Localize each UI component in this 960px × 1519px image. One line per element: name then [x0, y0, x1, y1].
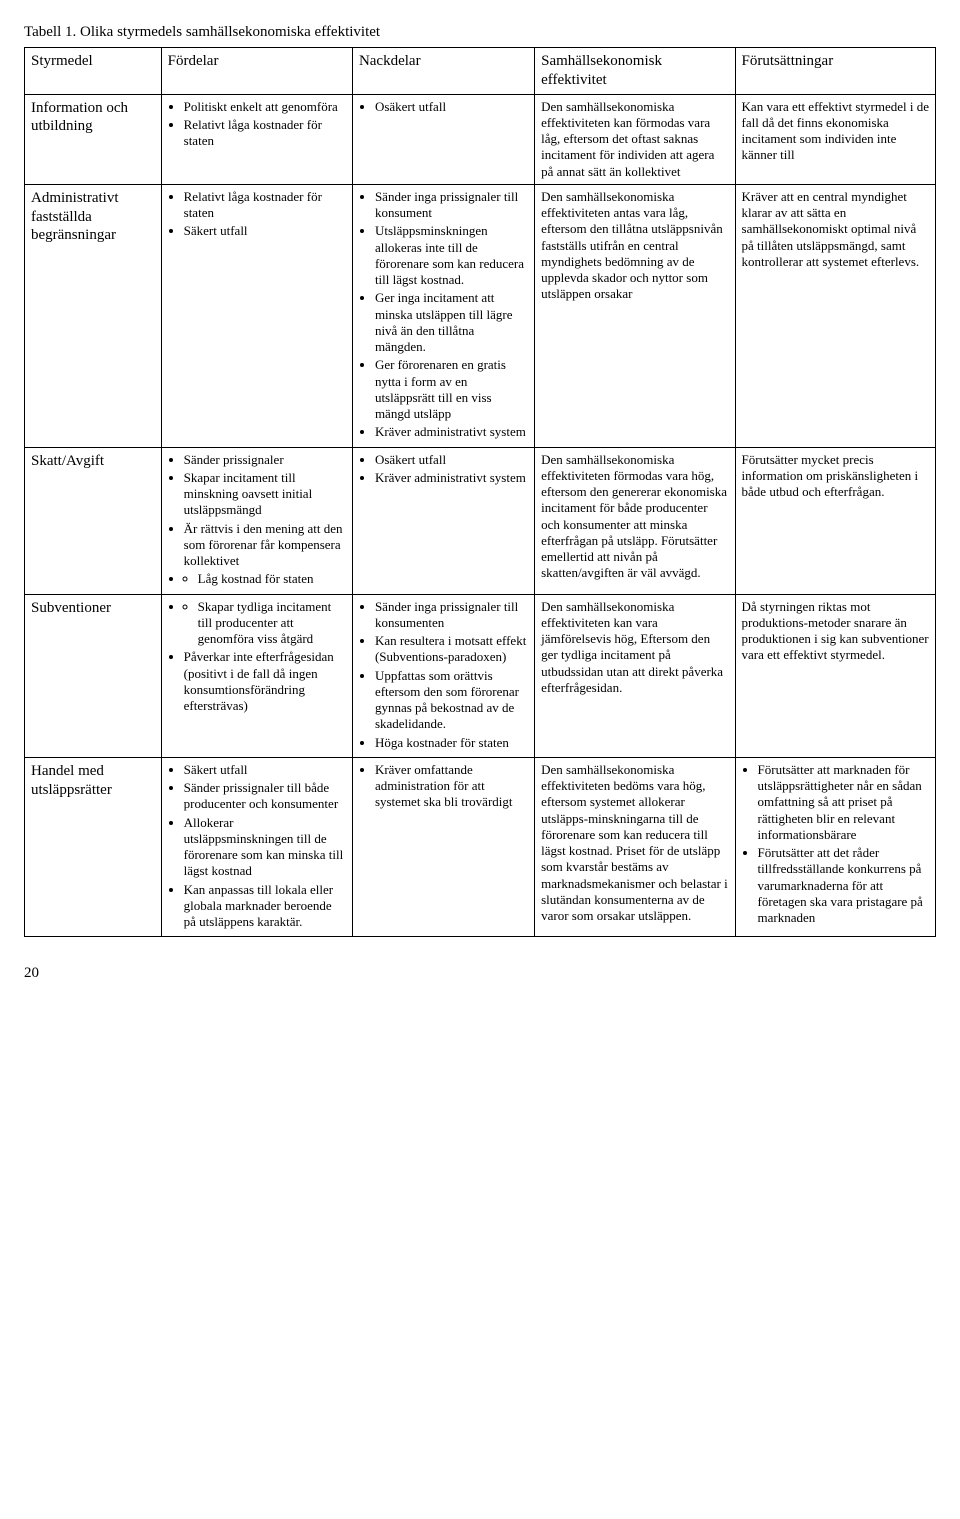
- list-item: Ger förorenaren en gratis nytta i form a…: [375, 357, 528, 422]
- cell-forutsattningar: Då styrningen riktas mot produktions-met…: [735, 594, 935, 757]
- header-row: Styrmedel Fördelar Nackdelar Samhällseko…: [25, 48, 936, 95]
- list-item: Sänder prissignaler till både producente…: [184, 780, 346, 813]
- list-item: Relativt låga kostnader för staten: [184, 117, 346, 150]
- table-row: Handel med utsläppsrätter Säkert utfall …: [25, 757, 936, 937]
- cell-effektivitet: Den samhällsekonomiska effektiviteten be…: [535, 757, 735, 937]
- list-item: Skapar tydliga incitament till producent…: [184, 599, 346, 648]
- page-number: 20: [24, 965, 936, 982]
- cell-effektivitet: Den samhällsekonomiska effektiviteten fö…: [535, 447, 735, 594]
- cell-effektivitet: Den samhällsekonomiska effektiviteten an…: [535, 184, 735, 447]
- list-item: Ger inga incitament att minska utsläppen…: [375, 290, 528, 355]
- cell-forutsattningar: Kräver att en central myndighet klarar a…: [735, 184, 935, 447]
- list-item: Påverkar inte efterfrågesidan (positivt …: [184, 649, 346, 714]
- list-item: Låg kostnad för staten: [184, 571, 346, 587]
- list-item: Osäkert utfall: [375, 452, 528, 468]
- list-item: Kräver administrativt system: [375, 470, 528, 486]
- list-item: Förutsätter att marknaden för utsläppsrä…: [758, 762, 929, 843]
- list-item: Säkert utfall: [184, 223, 346, 239]
- list-item: Kan anpassas till lokala eller globala m…: [184, 882, 346, 931]
- cell-nackdelar: Osäkert utfall Kräver administrativt sys…: [352, 447, 534, 594]
- list-item: Höga kostnader för staten: [375, 735, 528, 751]
- col-fordelar: Fördelar: [161, 48, 352, 95]
- row-name: Information och utbildning: [25, 94, 162, 184]
- row-name: Skatt/Avgift: [25, 447, 162, 594]
- cell-nackdelar: Kräver omfattande administration för att…: [352, 757, 534, 937]
- list-item: Allokerar utsläppsminskningen till de fö…: [184, 815, 346, 880]
- table-row: Administrativt fastställda begränsningar…: [25, 184, 936, 447]
- list-item: Relativt låga kostnader för staten: [184, 189, 346, 222]
- list-item: Kräver administrativt system: [375, 424, 528, 440]
- list-item: Sänder inga prissignaler till konsument: [375, 189, 528, 222]
- cell-effektivitet: Den samhällsekonomiska effektiviteten ka…: [535, 94, 735, 184]
- cell-forutsattningar: Förutsätter mycket precis information om…: [735, 447, 935, 594]
- list-item: Skapar incitament till minskning oavsett…: [184, 470, 346, 519]
- row-name: Subventioner: [25, 594, 162, 757]
- cell-fordelar: Sänder prissignaler Skapar incitament ti…: [161, 447, 352, 594]
- list-item: Förutsätter att det råder tillfredsställ…: [758, 845, 929, 926]
- cell-effektivitet: Den samhällsekonomiska effektiviteten ka…: [535, 594, 735, 757]
- cell-forutsattningar: Kan vara ett effektivt styrmedel i de fa…: [735, 94, 935, 184]
- col-forutsattningar: Förutsättningar: [735, 48, 935, 95]
- list-item: Osäkert utfall: [375, 99, 528, 115]
- list-item: Kan resultera i motsatt effekt (Subventi…: [375, 633, 528, 666]
- table-row: Information och utbildning Politiskt enk…: [25, 94, 936, 184]
- cell-fordelar: Politiskt enkelt att genomföra Relativt …: [161, 94, 352, 184]
- cell-fordelar: Relativt låga kostnader för staten Säker…: [161, 184, 352, 447]
- list-item: Politiskt enkelt att genomföra: [184, 99, 346, 115]
- col-nackdelar: Nackdelar: [352, 48, 534, 95]
- col-effektivitet: Samhällsekonomisk effektivitet: [535, 48, 735, 95]
- row-name: Handel med utsläppsrätter: [25, 757, 162, 937]
- cell-nackdelar: Osäkert utfall: [352, 94, 534, 184]
- list-item: Utsläppsminskningen allokeras inte till …: [375, 223, 528, 288]
- cell-fordelar: Säkert utfall Sänder prissignaler till b…: [161, 757, 352, 937]
- table-row: Skatt/Avgift Sänder prissignaler Skapar …: [25, 447, 936, 594]
- list-item: Sänder inga prissignaler till konsumente…: [375, 599, 528, 632]
- list-item: Uppfattas som orättvis eftersom den som …: [375, 668, 528, 733]
- row-name: Administrativt fastställda begränsningar: [25, 184, 162, 447]
- list-item: Är rättvis i den mening att den som föro…: [184, 521, 346, 570]
- policy-table: Styrmedel Fördelar Nackdelar Samhällseko…: [24, 47, 936, 937]
- col-styrmedel: Styrmedel: [25, 48, 162, 95]
- list-item: Kräver omfattande administration för att…: [375, 762, 528, 811]
- list-item: Säkert utfall: [184, 762, 346, 778]
- cell-nackdelar: Sänder inga prissignaler till konsumente…: [352, 594, 534, 757]
- list-item: Skapar tydliga incitament till producent…: [198, 599, 346, 648]
- list-item: Låg kostnad för staten: [198, 571, 346, 587]
- cell-forutsattningar: Förutsätter att marknaden för utsläppsrä…: [735, 757, 935, 937]
- table-caption: Tabell 1. Olika styrmedels samhällsekono…: [24, 24, 936, 41]
- cell-nackdelar: Sänder inga prissignaler till konsument …: [352, 184, 534, 447]
- table-row: Subventioner Skapar tydliga incitament t…: [25, 594, 936, 757]
- cell-fordelar: Skapar tydliga incitament till producent…: [161, 594, 352, 757]
- list-item: Sänder prissignaler: [184, 452, 346, 468]
